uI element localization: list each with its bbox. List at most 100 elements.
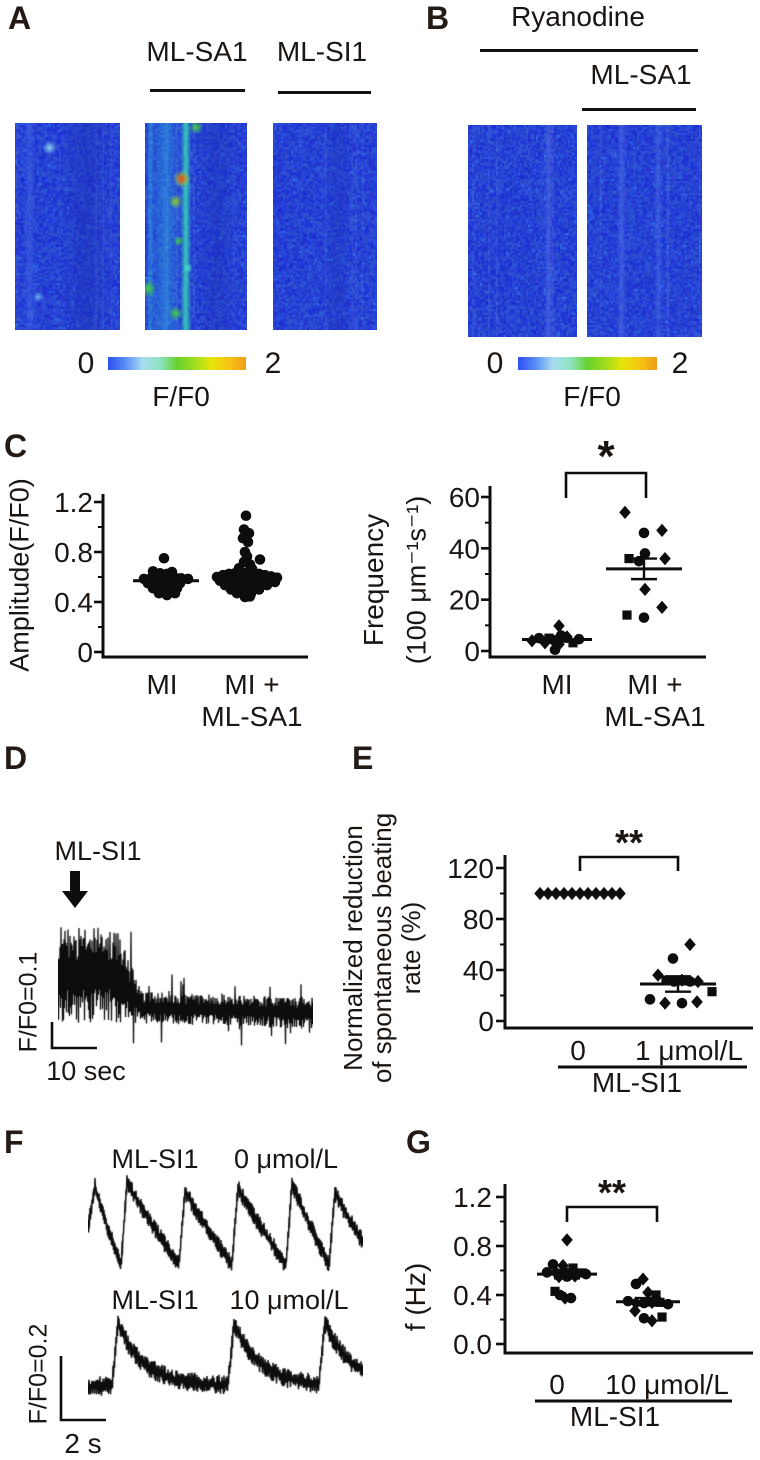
frequency-scatter-point <box>639 548 651 559</box>
frequency-scatter-point <box>624 553 634 564</box>
kymograph-image-mi <box>15 123 120 330</box>
kymograph-image-ryanodine-ml-sa1 <box>587 125 702 337</box>
beating_rate-significance-stars: ** <box>615 822 643 863</box>
kymograph-image-ml-sa1 <box>145 123 247 330</box>
treatment-bar-ryanodine <box>480 49 698 52</box>
f_hz-tick-label: 0.0 <box>453 1329 492 1360</box>
beating_rate-scatter-point <box>676 997 688 1009</box>
frequency-scatter-point <box>656 523 668 537</box>
f_hz-scatter-point <box>565 1292 577 1304</box>
beating_rate-scatter-point <box>652 968 664 982</box>
panel-d-letter: D <box>4 740 28 776</box>
beating_rate-scatter-point <box>614 886 626 901</box>
beating_rate-scatter-point <box>684 937 696 952</box>
f_hz-scatter-point <box>642 1285 654 1300</box>
amplitude-category-label: MI + <box>224 669 279 700</box>
beating_rate-tick-label: 80 <box>463 904 494 935</box>
colorbar-a-max: 2 <box>264 347 282 380</box>
f_hz-tick-label: 1.2 <box>453 1182 492 1213</box>
beating_rate-significance-bracket <box>578 855 680 871</box>
colorbar-b-gradient <box>518 357 657 370</box>
beating_rate-scatter-point <box>676 973 688 987</box>
amplitude-category-label: ML-SA1 <box>201 701 302 732</box>
f_hz-scatter-point <box>550 1286 560 1296</box>
panel-f-letter: F <box>4 1124 24 1160</box>
amplitude-category-label: MI <box>146 669 177 700</box>
frequency-scatter-point <box>638 612 650 623</box>
amplitude-scatter-point <box>153 587 165 599</box>
d-horizontal-scale-label: 10 sec <box>46 1056 126 1086</box>
frequency-significance-stars: * <box>597 432 615 481</box>
beating_rate-scatter-point <box>590 886 602 901</box>
frequency-tick-label: 0 <box>464 636 480 667</box>
panel-e-letter: E <box>352 740 374 776</box>
beating_rate-scatter-point <box>558 886 570 901</box>
beating-trace-10umol <box>88 1312 363 1412</box>
frequency-scatter-point <box>553 637 565 651</box>
beating_rate-scatter-point <box>534 886 546 901</box>
beating_rate-scatter-point <box>691 995 703 1009</box>
beating_rate-scatter-point <box>661 975 671 985</box>
beating_rate-tick-label: 120 <box>447 853 494 884</box>
beating_rate-group-label: ML-SI1 <box>592 1067 682 1098</box>
treatment-label-b-ml-sa1: ML-SA1 <box>590 59 692 90</box>
beating_rate-scatter-point <box>644 994 656 1005</box>
colorbar-a-label: F/F0 <box>152 381 210 412</box>
amplitude-scatter-point <box>242 536 254 548</box>
amplitude-scatter-point <box>244 591 256 602</box>
frequency-scatter-point <box>549 644 561 656</box>
f_hz-category-label: 0 <box>549 1369 565 1400</box>
frequency-scatter-point <box>619 505 631 519</box>
f_hz-scatter-point <box>637 1272 649 1286</box>
panel-b-letter: B <box>426 0 450 36</box>
amplitude-scatter-point <box>253 584 265 595</box>
beating_rate-scatter-point <box>582 886 594 901</box>
beating_rate-scatter-point <box>692 974 704 989</box>
application-arrow-head-icon <box>62 891 88 908</box>
amplitude-scatter-point <box>240 510 252 522</box>
frequency-significance-bracket <box>564 471 648 498</box>
frequency-scatter-point <box>639 582 651 596</box>
beating_rate-scatter-point <box>606 886 618 901</box>
treatment-bar-b-ml-sa1 <box>582 108 696 111</box>
beating_rate-tick-label: 0 <box>478 1006 494 1037</box>
f_hz-scatter-point <box>559 1291 571 1305</box>
beating_rate-scatter-point <box>598 886 610 901</box>
stimulus-label-ml-si1: ML-SI1 <box>54 836 142 866</box>
trace2-drug-label: ML-SI1 <box>111 1285 199 1315</box>
frequency-tick-label: 40 <box>449 533 480 564</box>
application-arrow-icon <box>70 871 80 892</box>
f_hz-scatter-point <box>651 1290 661 1300</box>
amplitude-scatter-point <box>261 579 273 591</box>
amplitude-tick-label: 0.4 <box>54 587 93 618</box>
frequency-category-label: MI + <box>627 669 682 700</box>
colorbar-a-min: 0 <box>77 347 95 380</box>
beating_rate-tick-label: 40 <box>463 955 494 986</box>
trace1-drug-label: ML-SI1 <box>111 1144 199 1174</box>
treatment-label-ml-sa1: ML-SA1 <box>146 36 248 67</box>
frequency-scatter-point <box>659 551 671 566</box>
frequency-category-label: MI <box>541 669 572 700</box>
f-scale-bars <box>59 1356 106 1422</box>
frequency-scatter-point <box>568 638 578 648</box>
amplitude-scatter-point <box>161 589 173 601</box>
beating_rate-category-label: 1 μmol/L <box>635 1035 743 1066</box>
frequency-scatter-point <box>656 600 668 614</box>
f_hz-significance-stars: ** <box>598 1172 626 1213</box>
colorbar-b-min: 0 <box>486 347 504 380</box>
f_hz-scatter-point <box>646 1314 658 1328</box>
beating_rate-scatter-point <box>566 886 578 901</box>
beating-trace-0umol <box>88 1173 363 1285</box>
kymograph-image-ml-si1 <box>273 123 377 330</box>
beating_rate-scatter-point <box>659 996 671 1010</box>
panel-g-letter: G <box>406 1124 431 1160</box>
trace2-dose-label: 10 μmol/L <box>229 1285 349 1315</box>
frequency-scatter-point <box>539 636 551 650</box>
amplitude-scatter-point <box>169 587 181 599</box>
colorbar-b-label: F/F0 <box>563 381 621 412</box>
kymograph-image-ryanodine <box>468 125 577 337</box>
f_hz-significance-bracket <box>565 1205 659 1222</box>
f_hz-scatter-point <box>630 1278 642 1290</box>
